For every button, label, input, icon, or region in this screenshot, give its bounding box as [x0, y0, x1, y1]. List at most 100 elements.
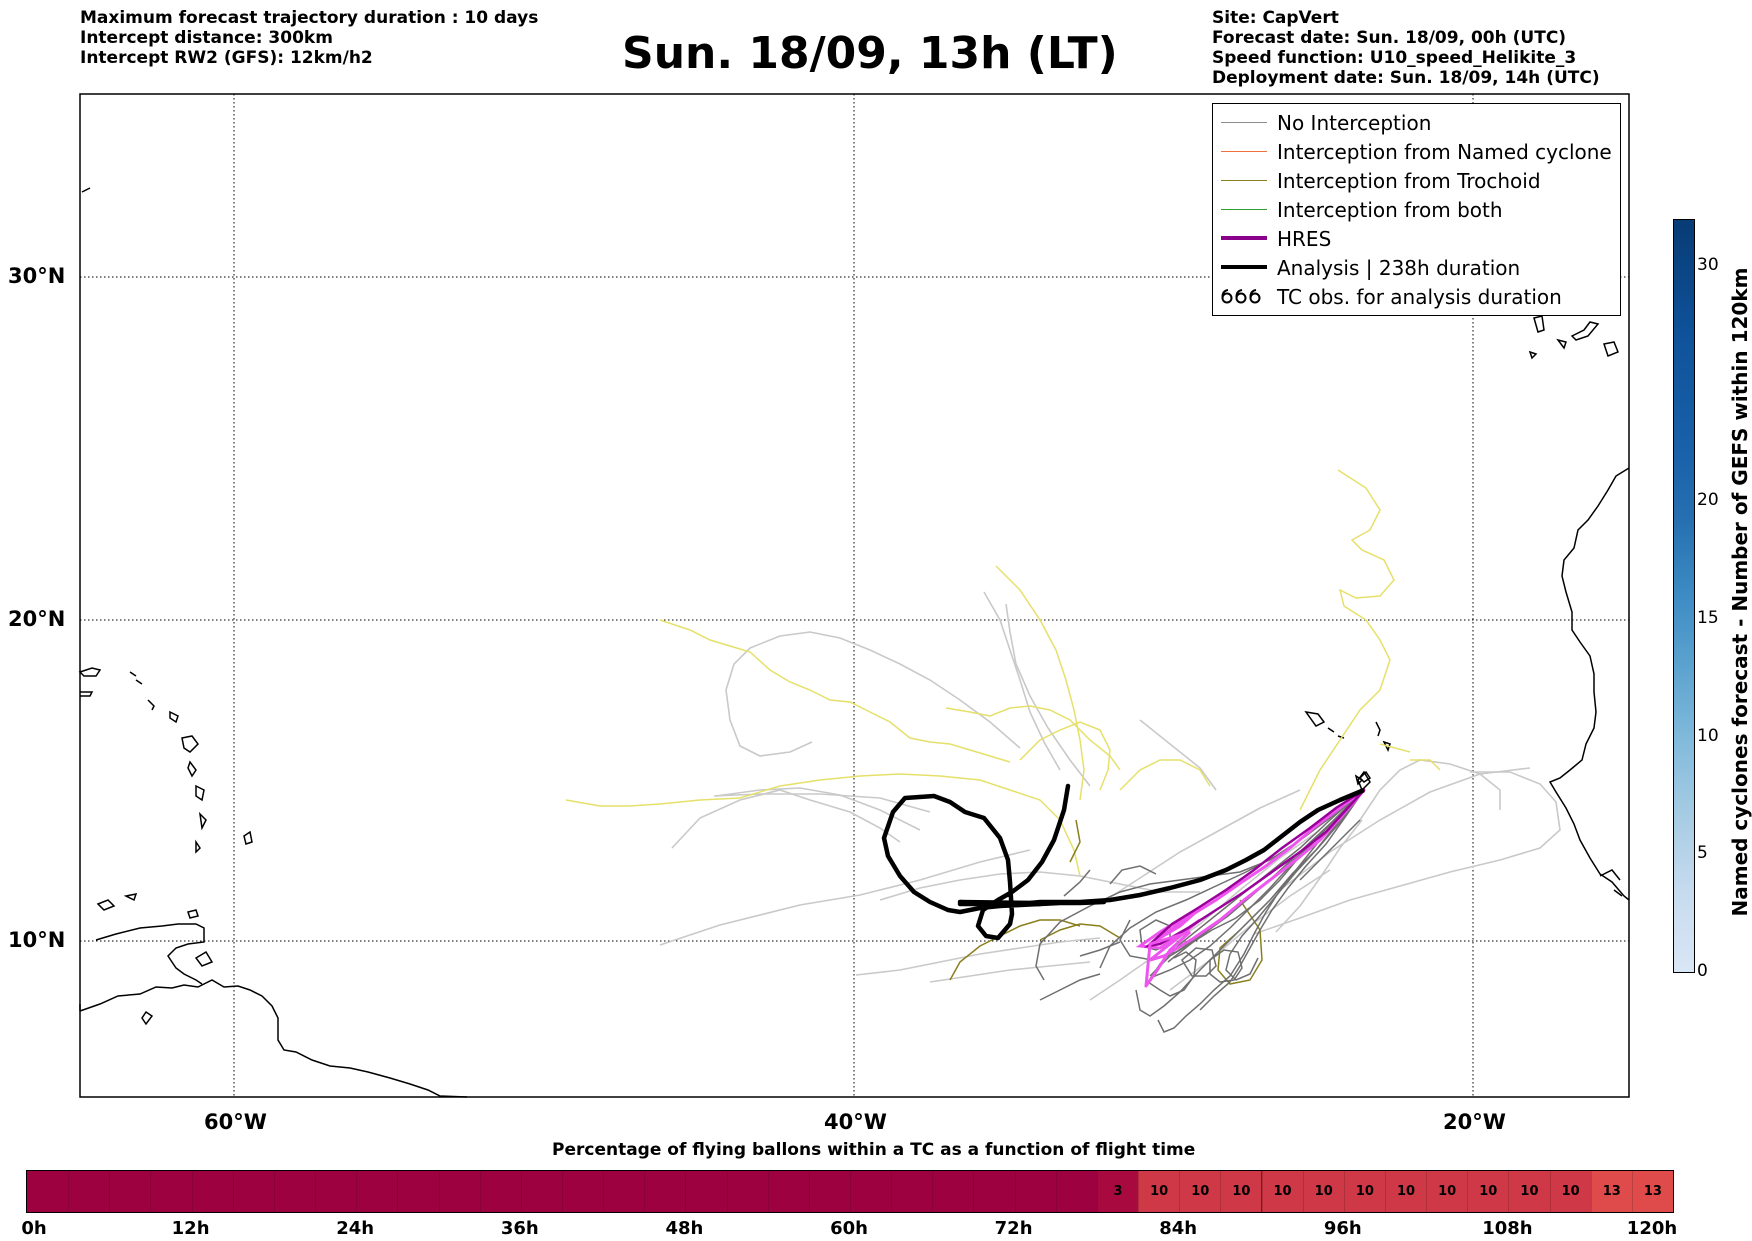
legend-swatch	[1221, 265, 1267, 269]
legend-item-no-interception: No Interception	[1213, 108, 1620, 137]
legend-label: No Interception	[1277, 111, 1432, 135]
bar-cell: 3	[1096, 1171, 1139, 1212]
speed-function-text: Speed function: U10_speed_Helikite_3	[1212, 48, 1577, 68]
colorbar-tick-30: 30	[1697, 255, 1719, 275]
legend-label: TC obs. for analysis duration	[1277, 285, 1562, 309]
capeverde-6	[1358, 770, 1372, 783]
bar-slot-separator	[561, 1171, 563, 1212]
trajectories-dark	[1035, 789, 1365, 1033]
bar-cell: 10	[1467, 1171, 1509, 1212]
bar-tick-label: 48h	[665, 1218, 704, 1239]
bar-tick-label: 84h	[1159, 1218, 1198, 1239]
legend-item-tc-obs: TC obs. for analysis duration	[1213, 282, 1620, 311]
bar-cell: 10	[1384, 1171, 1427, 1212]
lon-label-60w: 60°W	[204, 1110, 267, 1134]
legend-swatch	[1221, 122, 1267, 123]
legend-swatch	[1221, 209, 1267, 210]
island-curacao	[96, 899, 116, 911]
trajectories-trochoid	[949, 819, 1263, 985]
bar-tick-label: 96h	[1323, 1218, 1362, 1239]
colorbar	[1673, 219, 1695, 973]
coast-south-america	[79, 979, 468, 1098]
header-right-info: Site: CapVert Forecast date: Sun. 18/09,…	[1212, 8, 1600, 88]
legend-label: Interception from both	[1277, 198, 1503, 222]
lat-label-20n: 20°N	[8, 607, 66, 631]
bar-cell: 10	[1343, 1171, 1385, 1212]
bar-slot-separator	[1014, 1171, 1016, 1212]
island-stlucia	[198, 811, 207, 831]
colorbar-tick-15: 15	[1697, 608, 1719, 628]
trajectory-hres	[1135, 788, 1366, 988]
colorbar-label: Named cyclones forecast - Number of GEFS…	[1728, 267, 1752, 917]
bar-slot-separator	[109, 1171, 111, 1212]
colorbar-tick-10: 10	[1697, 726, 1719, 746]
legend-swatch	[1221, 180, 1267, 181]
legend-item-both: Interception from both	[1213, 195, 1620, 224]
progress-bar-title: Percentage of flying ballons within a TC…	[552, 1140, 1196, 1160]
island-guadeloupe	[181, 735, 199, 753]
header-left-info: Maximum forecast trajectory duration : 1…	[80, 8, 538, 68]
coast-africa	[1548, 467, 1630, 901]
canary-2	[1556, 338, 1567, 350]
bar-slot-separator	[232, 1171, 234, 1212]
island-north-small	[81, 187, 91, 193]
island-pr	[80, 691, 94, 697]
canary-1	[1533, 315, 1545, 333]
tc-symbol-icon	[1221, 289, 1261, 304]
island-martinique	[195, 784, 205, 802]
island-barbados	[243, 830, 253, 845]
bar-slot-separator	[273, 1171, 275, 1212]
island-dominica	[187, 760, 197, 778]
trajectories-light	[659, 591, 1561, 1001]
island-3	[169, 710, 179, 724]
legend-label: Interception from Trochoid	[1277, 169, 1541, 193]
bar-tick-label: 60h	[830, 1218, 868, 1239]
canary-4	[1603, 341, 1619, 357]
lon-label-40w: 40°W	[824, 1110, 887, 1134]
deployment-date-text: Deployment date: Sun. 18/09, 14h (UTC)	[1212, 68, 1600, 88]
page-title: Sun. 18/09, 13h (LT)	[622, 28, 1118, 79]
bar-cell: 10	[1220, 1171, 1262, 1212]
bar-tick-label: 0h	[21, 1218, 47, 1239]
island-aruba	[123, 893, 138, 902]
bar-slot-separator	[150, 1171, 152, 1212]
map-legend: No Interception Interception from Named …	[1212, 103, 1621, 316]
capeverde-2	[1327, 727, 1345, 739]
colorbar-tick-20: 20	[1697, 490, 1719, 510]
lon-label-20w: 20°W	[1443, 1110, 1506, 1134]
island-tobago	[187, 909, 199, 919]
bar-cell: 10	[1508, 1171, 1550, 1212]
coastlines	[78, 187, 1630, 1098]
island-margarita	[141, 1010, 154, 1026]
bar-slot-separator	[644, 1171, 646, 1212]
bar-slot-separator	[932, 1171, 934, 1212]
legend-swatch	[1221, 151, 1267, 152]
bar-cell: 10	[1179, 1171, 1221, 1212]
bar-slot-separator	[891, 1171, 893, 1212]
bar-tick-label: 24h	[336, 1218, 375, 1239]
bar-slot-separator	[1055, 1171, 1057, 1212]
bar-slot-separator	[850, 1171, 851, 1212]
legend-item-trochoid: Interception from Trochoid	[1213, 166, 1620, 195]
bar-tick-label: 36h	[500, 1218, 539, 1239]
colorbar-tick-5: 5	[1697, 843, 1708, 863]
island-hispaniola-edge	[78, 667, 102, 677]
lat-label-10n: 10°N	[8, 928, 66, 952]
bar-slot-separator	[191, 1171, 193, 1212]
bar-cell: 10	[1261, 1171, 1303, 1212]
legend-label: Analysis | 238h duration	[1277, 256, 1521, 280]
max-duration-text: Maximum forecast trajectory duration : 1…	[80, 8, 539, 28]
canary-5	[1528, 350, 1538, 360]
bar-slot-separator	[603, 1171, 605, 1212]
bar-cell: 10	[1302, 1171, 1344, 1212]
legend-label: Interception from Named cyclone	[1277, 140, 1612, 164]
legend-item-analysis: Analysis | 238h duration	[1213, 253, 1620, 282]
bar-tick-label: 120h	[1626, 1218, 1678, 1239]
island-stvincent	[195, 839, 201, 854]
bar-slot-separator	[68, 1171, 70, 1212]
bar-slot-separator	[479, 1171, 481, 1212]
map-gridlines	[80, 94, 1629, 1097]
bar-cell: 10	[1549, 1171, 1591, 1212]
legend-item-named-cyclone: Interception from Named cyclone	[1213, 137, 1620, 166]
bar-tick-label: 72h	[994, 1218, 1033, 1239]
